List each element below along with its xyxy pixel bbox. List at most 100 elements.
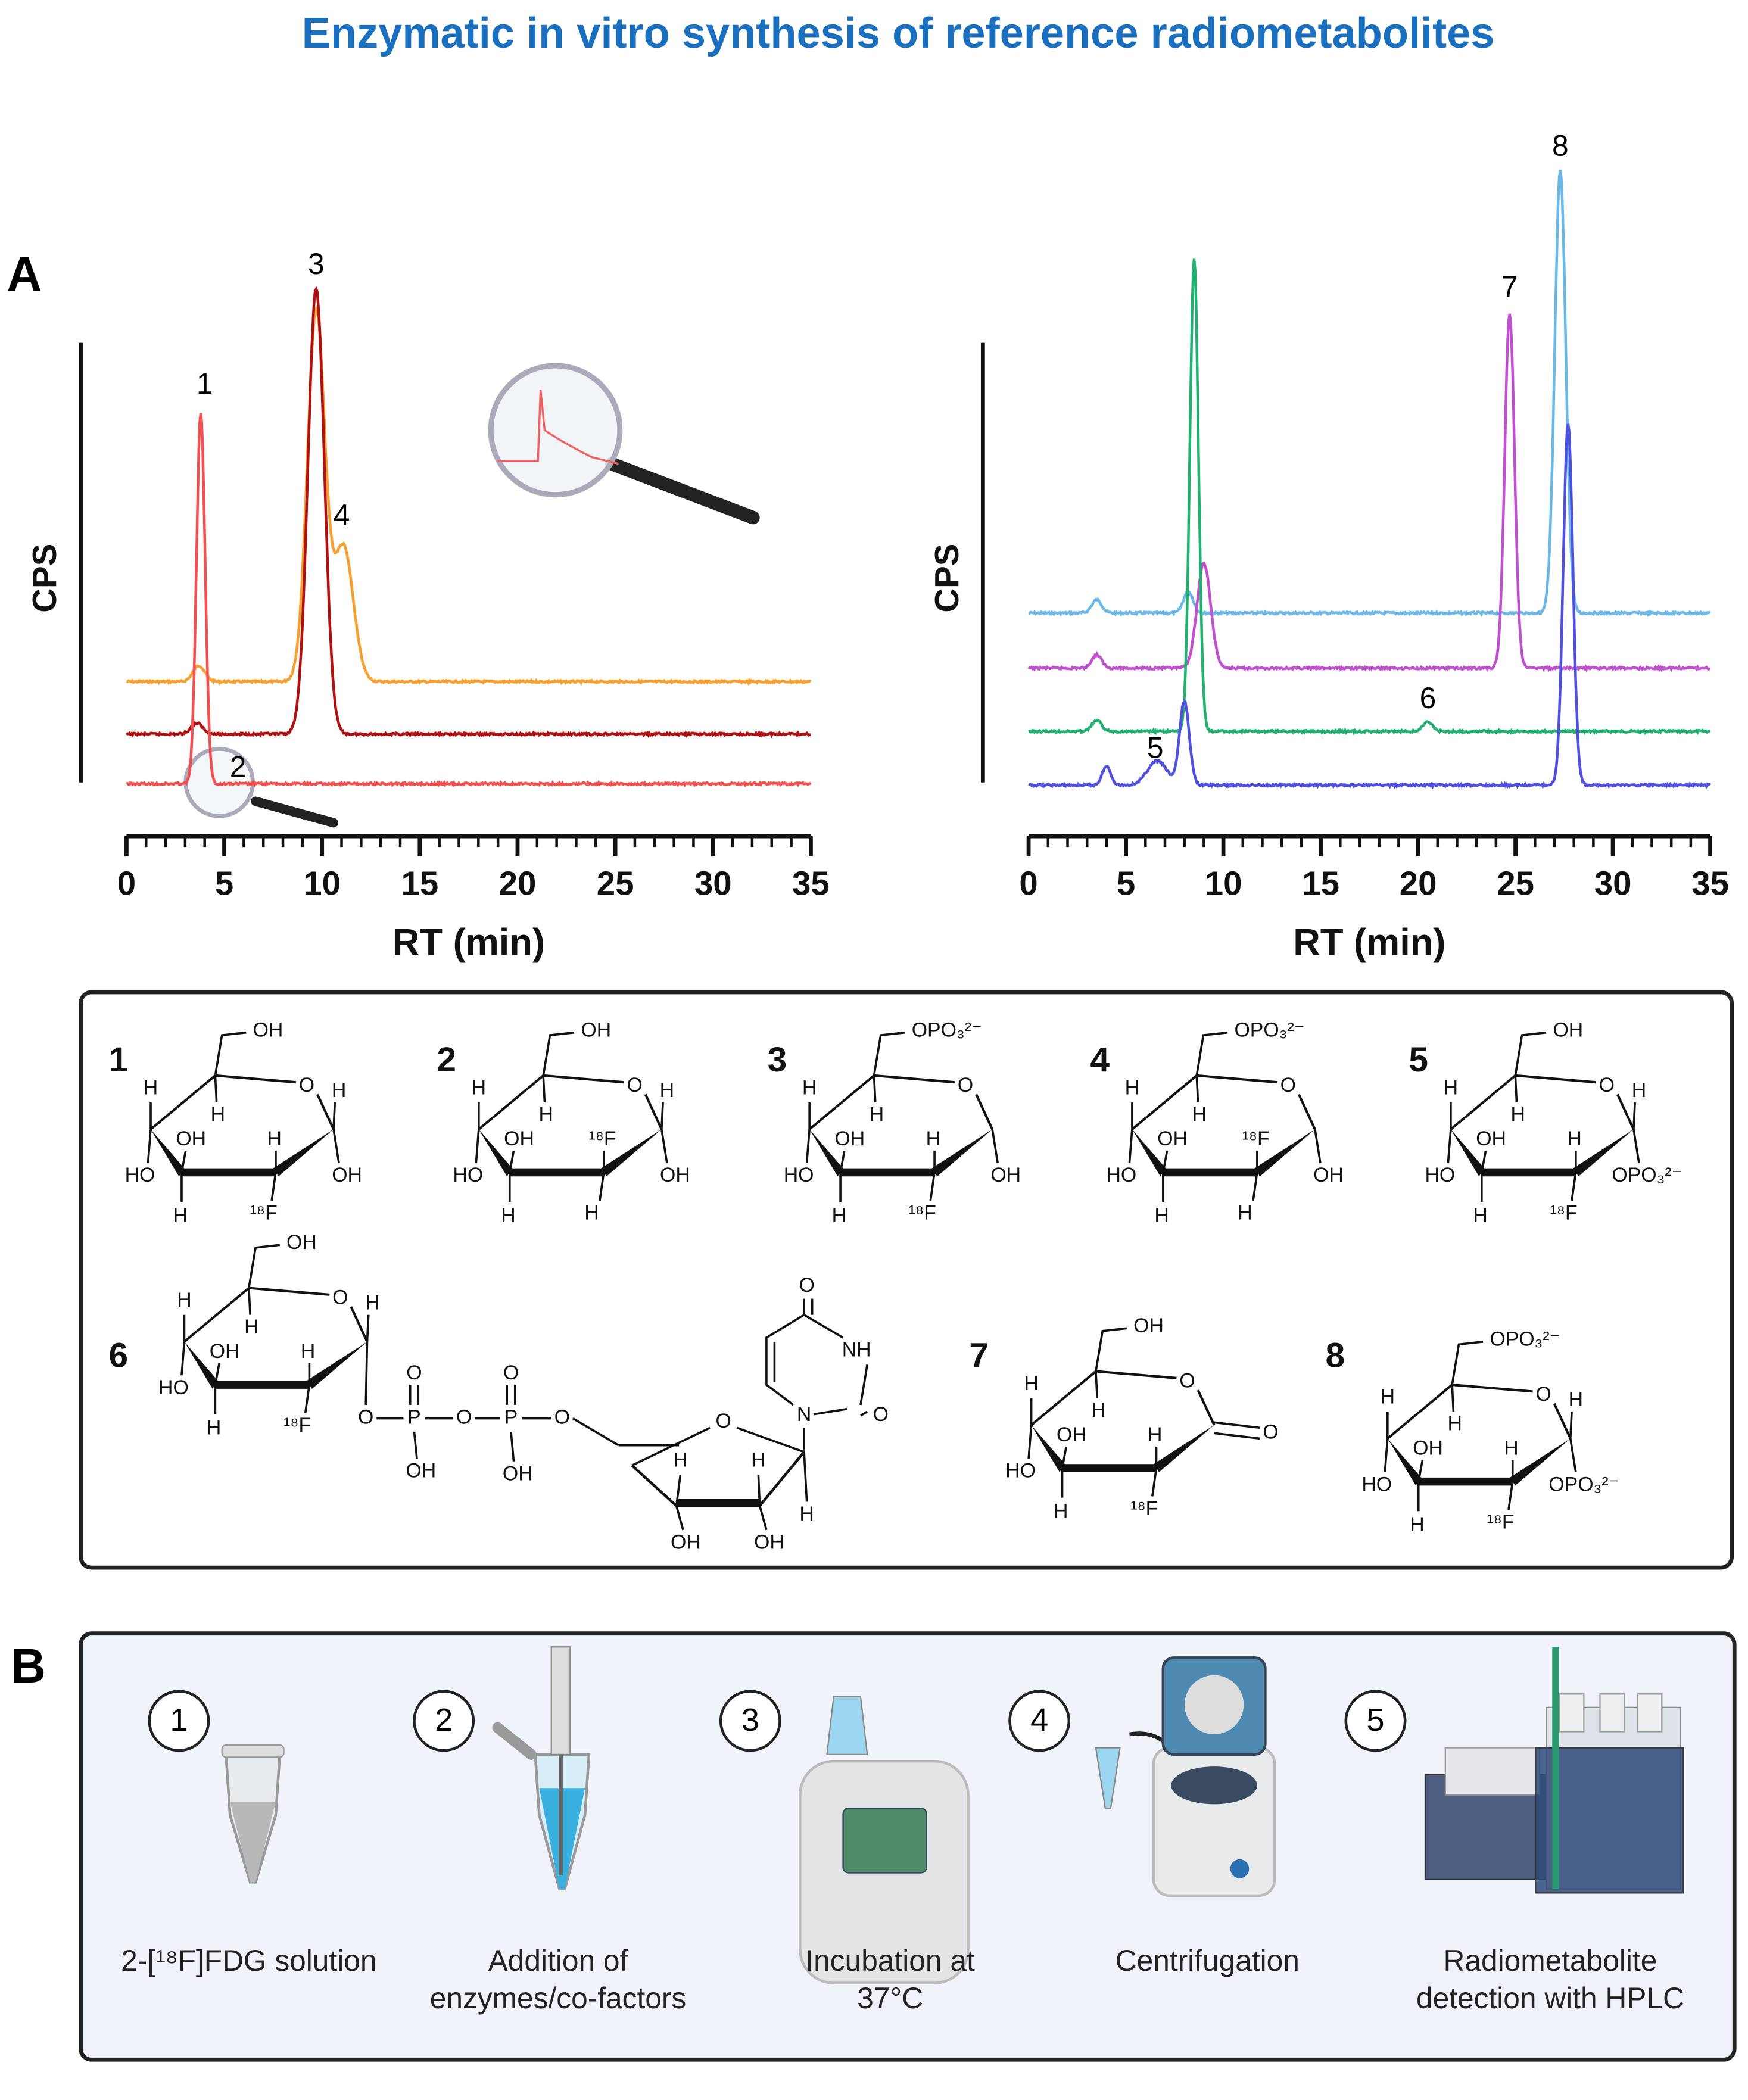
step-caption: Radiometabolite xyxy=(1444,1944,1657,1977)
atom: OH xyxy=(503,1462,533,1485)
bond xyxy=(542,1075,546,1103)
step-caption: 37°C xyxy=(857,1981,923,2015)
step-circle xyxy=(1344,1690,1407,1752)
trace xyxy=(1028,423,1712,790)
atom: H xyxy=(1410,1513,1424,1536)
atom: OH xyxy=(332,1164,362,1186)
atom: OH xyxy=(253,1018,283,1041)
x-tick-label: 0 xyxy=(1019,865,1037,902)
atom: ¹⁸F xyxy=(1550,1201,1577,1224)
bond xyxy=(248,1244,280,1288)
panel-label: B xyxy=(11,1639,46,1693)
atom: H xyxy=(267,1127,281,1150)
bond xyxy=(147,1129,152,1163)
atom: HO xyxy=(784,1164,814,1186)
x-tick-label: 25 xyxy=(597,865,634,902)
magnifier xyxy=(183,363,760,828)
compound-number: 8 xyxy=(1325,1336,1345,1375)
trace xyxy=(1028,169,1711,618)
atom: H xyxy=(173,1204,187,1227)
step-number: 1 xyxy=(170,1702,188,1738)
atom: H xyxy=(501,1204,515,1227)
x-axis-label: RT (min) xyxy=(1293,922,1445,964)
step-circle xyxy=(413,1690,475,1752)
atom: O xyxy=(332,1286,348,1309)
peak-label: 6 xyxy=(1420,681,1437,715)
trace xyxy=(1027,313,1710,672)
x-tick-label: 20 xyxy=(1400,865,1437,902)
bond xyxy=(805,1129,811,1163)
atom: O xyxy=(627,1074,643,1096)
atom: OPO₃²⁻ xyxy=(1234,1018,1304,1041)
step-caption: enzymes/co-factors xyxy=(430,1981,687,2015)
peak-label: 3 xyxy=(308,247,325,281)
udp-bonds xyxy=(364,1298,1260,1531)
trace xyxy=(126,305,812,686)
atom: OH xyxy=(1313,1164,1344,1186)
atom: HO xyxy=(1106,1164,1136,1186)
bond xyxy=(1314,1129,1322,1163)
bond xyxy=(929,1172,936,1201)
ring-front xyxy=(1132,1129,1315,1177)
atom: O xyxy=(1280,1074,1296,1096)
trace xyxy=(126,413,812,788)
atom: H xyxy=(1091,1399,1105,1422)
bond xyxy=(873,1031,905,1076)
bond xyxy=(366,1314,370,1342)
atom: HO xyxy=(1005,1460,1036,1482)
peak-label: 7 xyxy=(1501,270,1518,303)
atom: H xyxy=(144,1076,158,1099)
atom: OH xyxy=(671,1531,701,1553)
atom: OH xyxy=(1157,1127,1188,1150)
step-circle xyxy=(1008,1690,1071,1752)
atom: OH xyxy=(660,1164,690,1186)
atom: OH xyxy=(1553,1018,1583,1041)
bond xyxy=(1095,1371,1099,1398)
panel-label: A xyxy=(7,248,42,302)
atom: OH xyxy=(834,1127,865,1150)
ring-front xyxy=(184,1341,367,1389)
compound-number: 4 xyxy=(1090,1040,1110,1079)
structures-panel xyxy=(79,990,1734,1570)
atom: ¹⁸F xyxy=(1130,1497,1158,1520)
bond xyxy=(1162,1150,1169,1173)
workflow-icons xyxy=(221,1646,1684,1984)
atom: OPO₃²⁻ xyxy=(1548,1473,1619,1495)
step-circle xyxy=(719,1690,781,1752)
atom: HO xyxy=(158,1376,189,1399)
bond xyxy=(332,1129,340,1163)
x-tick-label: 5 xyxy=(215,865,233,902)
atom: NH xyxy=(842,1339,871,1361)
atom: O xyxy=(716,1410,731,1432)
atom: H xyxy=(1447,1413,1462,1435)
atom: OH xyxy=(1057,1423,1087,1446)
x-tick-label: 10 xyxy=(303,865,341,902)
atom: H xyxy=(926,1127,940,1150)
peak-label: 1 xyxy=(197,367,213,400)
atom: H xyxy=(1192,1104,1207,1126)
bond xyxy=(873,1075,877,1103)
bond xyxy=(304,1384,311,1413)
atom: H xyxy=(1504,1437,1518,1459)
atom: H xyxy=(1024,1372,1038,1395)
step-number: 3 xyxy=(741,1702,759,1738)
atom: O xyxy=(1263,1420,1278,1443)
bond xyxy=(1507,1481,1514,1510)
bond xyxy=(214,1363,220,1385)
step-caption: Addition of xyxy=(488,1944,628,1977)
x-tick-label: 15 xyxy=(401,865,438,902)
atom: OH xyxy=(286,1231,317,1254)
y-axis-label: CPS xyxy=(26,544,63,613)
step-caption: Centrifugation xyxy=(1116,1944,1300,1977)
atom: O xyxy=(406,1361,422,1384)
atom: O xyxy=(1179,1370,1195,1392)
atom: H xyxy=(1154,1204,1169,1227)
atom: H xyxy=(584,1201,599,1224)
atom: H xyxy=(207,1417,221,1440)
atom: O xyxy=(358,1406,373,1428)
atom: ¹⁸F xyxy=(250,1201,278,1224)
